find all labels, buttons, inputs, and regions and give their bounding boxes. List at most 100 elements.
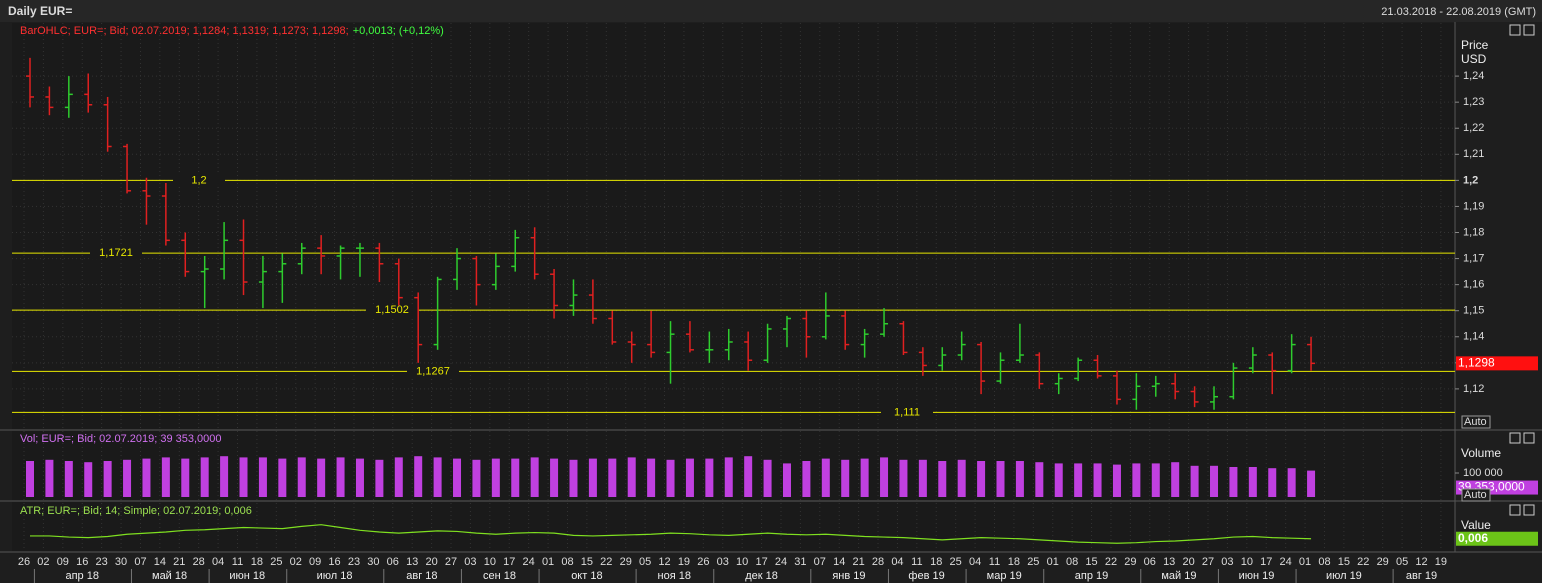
level-label: 1,111 [894, 406, 920, 418]
x-tick-label: 06 [387, 556, 399, 568]
volume-bar [957, 459, 966, 497]
x-tick-label: 24 [523, 556, 535, 568]
x-tick-label: 01 [1299, 556, 1311, 568]
x-tick-label: 23 [96, 556, 108, 568]
y-axis-title: Price [1461, 38, 1489, 52]
volume-bar [1190, 465, 1199, 497]
x-tick-label: 10 [736, 556, 748, 568]
volume-bar [453, 458, 462, 497]
volume-bar [1035, 462, 1044, 497]
volume-bar [1132, 463, 1141, 497]
volume-bar [278, 458, 287, 497]
x-tick-label: 30 [115, 556, 127, 568]
volume-bar [123, 459, 132, 497]
x-tick-label: 08 [561, 556, 573, 568]
title-bar [0, 0, 1542, 22]
x-tick-label: 10 [484, 556, 496, 568]
date-range: 21.03.2018 - 22.08.2019 (GMT) [1381, 6, 1536, 18]
y-tick-label: 1,16 [1463, 279, 1484, 291]
volume-bar [782, 463, 791, 497]
y-tick-label: 1,2 [1463, 174, 1478, 186]
volume-bar [1248, 467, 1257, 497]
volume-bar [1287, 468, 1296, 497]
x-month-label: апр 19 [1075, 570, 1108, 582]
x-tick-label: 09 [309, 556, 321, 568]
y-tick-label: 1,24 [1463, 70, 1484, 82]
last-value-label: 0,006 [1458, 531, 1488, 545]
scale-mode-box [1461, 415, 1491, 429]
x-tick-label: 01 [1047, 556, 1059, 568]
atr-plot [12, 502, 1455, 551]
x-tick-label: 15 [1338, 556, 1350, 568]
volume-bar [608, 458, 617, 497]
x-tick-label: 30 [367, 556, 379, 568]
x-tick-label: 19 [1435, 556, 1447, 568]
volume-bar [491, 458, 500, 497]
x-month-label: мар 19 [987, 570, 1022, 582]
volume-bar [685, 458, 694, 497]
volume-bar [977, 461, 986, 497]
x-tick-label: 09 [57, 556, 69, 568]
x-tick-label: 10 [1241, 556, 1253, 568]
y-tick-label: 1,18 [1463, 226, 1484, 238]
scale-mode: Auto [1464, 489, 1487, 501]
x-month-label: июл 18 [317, 570, 353, 582]
x-tick-label: 13 [406, 556, 418, 568]
last-value-badge [1456, 356, 1538, 371]
x-tick-label: 04 [891, 556, 903, 568]
volume-bar [258, 457, 267, 497]
volume-bar [1054, 463, 1063, 497]
x-tick-label: 16 [76, 556, 88, 568]
volume-bar [64, 461, 73, 497]
volume-bar [161, 457, 170, 497]
y-axis-title: Volume [1461, 446, 1501, 460]
volume-bar [938, 461, 947, 497]
volume-plot [12, 431, 1455, 500]
x-tick-label: 05 [639, 556, 651, 568]
volume-bar [394, 457, 403, 497]
x-tick-label: 17 [503, 556, 515, 568]
maximize-button[interactable] [1509, 432, 1521, 444]
x-tick-label: 01 [542, 556, 554, 568]
volume-bar [1171, 462, 1180, 497]
x-tick-label: 28 [193, 556, 205, 568]
close-button[interactable] [1523, 24, 1535, 36]
x-tick-label: 12 [658, 556, 670, 568]
volume-bar [802, 461, 811, 497]
x-tick-label: 17 [755, 556, 767, 568]
x-tick-label: 13 [1163, 556, 1175, 568]
maximize-button[interactable] [1509, 24, 1521, 36]
volume-bar [355, 458, 364, 497]
volume-bar [821, 458, 830, 497]
volume-bar [103, 461, 112, 497]
volume-bar [705, 458, 714, 497]
close-button[interactable] [1523, 432, 1535, 444]
x-tick-label: 11 [911, 556, 922, 568]
x-tick-label: 29 [620, 556, 632, 568]
volume-bar [666, 459, 675, 497]
close-button[interactable] [1523, 504, 1535, 516]
volume-bar [899, 459, 908, 497]
maximize-button[interactable] [1509, 504, 1521, 516]
level-label: 1,1721 [99, 247, 133, 259]
volume-bar [763, 459, 772, 497]
y-tick-label: 1,23 [1463, 96, 1484, 108]
volume-bar [860, 458, 869, 497]
x-tick-label: 27 [1202, 556, 1214, 568]
y-axis-title: Value [1461, 518, 1491, 532]
volume-bar [181, 458, 190, 497]
volume-bar [142, 458, 151, 497]
volume-bar [1015, 461, 1024, 497]
volume-bar [918, 459, 927, 497]
x-tick-label: 21 [173, 556, 185, 568]
x-tick-label: 24 [775, 556, 787, 568]
volume-bar [1151, 463, 1160, 497]
x-tick-label: 14 [833, 556, 845, 568]
volume-bar [627, 457, 636, 497]
x-month-label: дек 18 [745, 570, 778, 582]
x-month-label: авг 18 [406, 570, 437, 582]
scale-mode-box [1461, 488, 1491, 502]
x-month-label: окт 18 [571, 570, 602, 582]
